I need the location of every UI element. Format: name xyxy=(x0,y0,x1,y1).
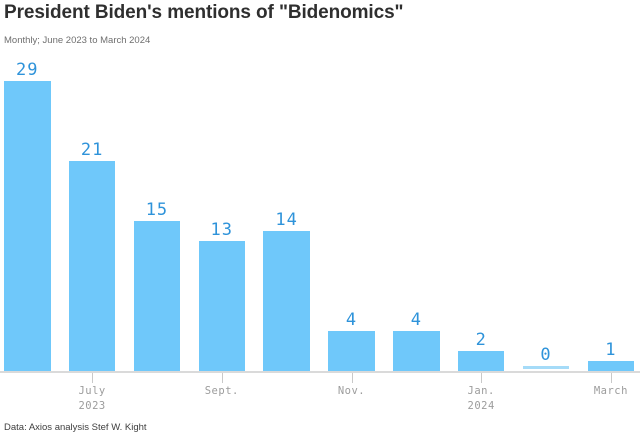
bar-value-label-aug-2023: 15 xyxy=(145,200,169,220)
bar-dec-2023 xyxy=(393,331,440,371)
x-axis-tick-sept xyxy=(221,373,223,383)
x-axis-label-nov: Nov. xyxy=(337,385,366,397)
x-axis-label-sept: Sept. xyxy=(204,385,239,397)
x-axis-tick-nov xyxy=(351,373,353,383)
bar-june-2023 xyxy=(4,81,51,371)
x-axis-label-march: March xyxy=(593,385,628,397)
x-axis-tick-march xyxy=(610,373,612,383)
bar-value-label-feb-2024: 0 xyxy=(540,345,552,365)
bar-march-2024 xyxy=(587,361,635,371)
bar-july-2023 xyxy=(68,161,116,371)
bar-value-label-june-2023: 29 xyxy=(16,60,39,80)
bar-nov-2023 xyxy=(328,331,375,371)
bar-jan-2024 xyxy=(457,351,505,371)
x-axis-tick-jan-2024 xyxy=(481,373,483,383)
bar-sept-2023 xyxy=(198,241,246,371)
chart-subtitle: Monthly; June 2023 to March 2024 xyxy=(4,35,151,46)
bar-value-label-march-2024: 1 xyxy=(605,340,617,360)
x-axis-tick-july-2023 xyxy=(92,373,94,383)
bar-oct-2023 xyxy=(263,231,310,371)
x-axis-label-jan-2024: Jan. 2024 xyxy=(467,385,495,412)
bar-value-label-jan-2024: 2 xyxy=(475,330,487,350)
bar-value-label-july-2023: 21 xyxy=(80,140,104,160)
bar-value-label-sept-2023: 13 xyxy=(210,220,234,240)
x-axis-baseline xyxy=(0,371,640,373)
bar-chart-plot-area: 29 21 15 13 14 4 4 2 0 1 xyxy=(0,60,640,371)
source-attribution: Data: Axios analysis Stef W. Kight xyxy=(4,422,147,433)
bar-value-label-dec-2023: 4 xyxy=(410,310,422,330)
chart-title: President Biden's mentions of "Bidenomic… xyxy=(4,2,404,23)
bar-value-label-nov-2023: 4 xyxy=(345,310,358,330)
x-axis-label-july-2023: July 2023 xyxy=(78,385,106,412)
bar-value-label-oct-2023: 14 xyxy=(275,210,298,230)
bar-aug-2023 xyxy=(133,221,181,371)
bar-feb-2024 xyxy=(522,366,570,369)
